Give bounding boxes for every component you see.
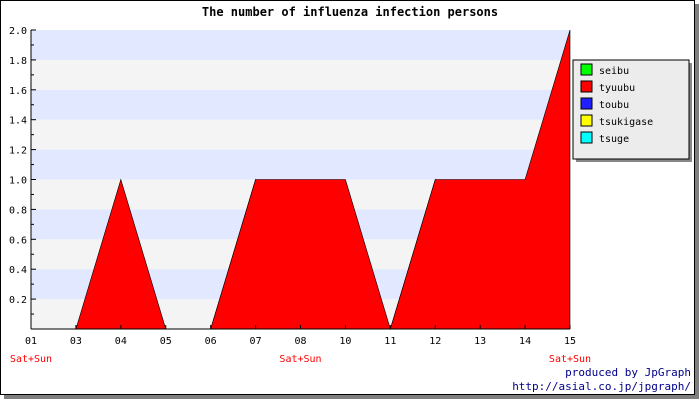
grid-band	[31, 30, 570, 45]
y-tick-labels: 0.2 0.4 0.6 0.8 1.0 1.2 1.4 1.6 1.8 2.0	[9, 26, 27, 306]
grid-band	[31, 104, 570, 120]
legend-label-tsukigase: tsukigase	[599, 117, 653, 128]
x-tick-label: 05	[160, 336, 172, 347]
grid-band	[31, 74, 570, 90]
grid-band	[31, 164, 570, 180]
y-tick-label: 1.0	[9, 176, 27, 187]
y-tick-label: 1.6	[9, 86, 27, 97]
legend-label-seibu: seibu	[599, 66, 629, 77]
y-tick-label: 0.4	[9, 265, 27, 276]
y-tick-label: 2.0	[9, 26, 27, 37]
legend-label-tsuge: tsuge	[599, 134, 629, 145]
weekend-label: Sat+Sun	[10, 354, 52, 365]
grid-band	[31, 149, 570, 165]
x-tick-label: 11	[384, 336, 396, 347]
grid-band	[31, 59, 570, 75]
x-tick-label: 13	[474, 336, 486, 347]
x-tick-label: 08	[294, 336, 306, 347]
grid-band	[31, 119, 570, 135]
chart-title: The number of influenza infection person…	[202, 5, 498, 19]
y-tick-label: 1.8	[9, 56, 27, 67]
y-tick-label: 1.4	[9, 116, 27, 127]
weekend-label: Sat+Sun	[279, 354, 321, 365]
y-tick-label: 0.8	[9, 205, 27, 216]
x-tick-label: 04	[115, 336, 127, 347]
legend-swatch-tyuubu	[580, 80, 593, 93]
grid-band	[31, 89, 570, 105]
x-tick-label: 10	[339, 336, 351, 347]
axes	[30, 29, 571, 330]
legend-label-toubu: toubu	[599, 100, 629, 111]
x-tick-label: 12	[429, 336, 441, 347]
y-tick-label: 0.2	[9, 295, 27, 306]
grid-band	[31, 134, 570, 150]
legend-label-tyuubu: tyuubu	[599, 83, 635, 94]
x-tick-label: 03	[70, 336, 82, 347]
legend-swatch-tsuge	[580, 131, 593, 144]
x-tick-label: 06	[205, 336, 217, 347]
grid-band	[31, 44, 570, 60]
y-tick-label: 1.2	[9, 146, 27, 157]
area-tyuubu	[31, 29, 571, 331]
weekend-label: Sat+Sun	[549, 354, 591, 365]
x-tick-labels: 01 03 04 05 06 07 08 10 11 12 13 14 15 Sat+Sun Sat+Sun…	[10, 336, 591, 365]
legend-swatch-seibu	[580, 63, 593, 76]
y-tick-label: 0.6	[9, 235, 27, 246]
legend-swatch-toubu	[580, 97, 593, 110]
legend-swatch-tsukigase	[580, 114, 593, 127]
x-tick-label: 15	[564, 336, 576, 347]
legend: seibu tyuubu toubu tsukigase tsuge	[572, 59, 692, 162]
credit-produced-by: produced by JpGraph	[565, 366, 691, 379]
credit-url: http://asial.co.jp/jpgraph/	[512, 380, 691, 393]
x-tick-label: 01	[25, 336, 37, 347]
x-tick-label: 14	[519, 336, 531, 347]
x-tick-label: 07	[250, 336, 262, 347]
